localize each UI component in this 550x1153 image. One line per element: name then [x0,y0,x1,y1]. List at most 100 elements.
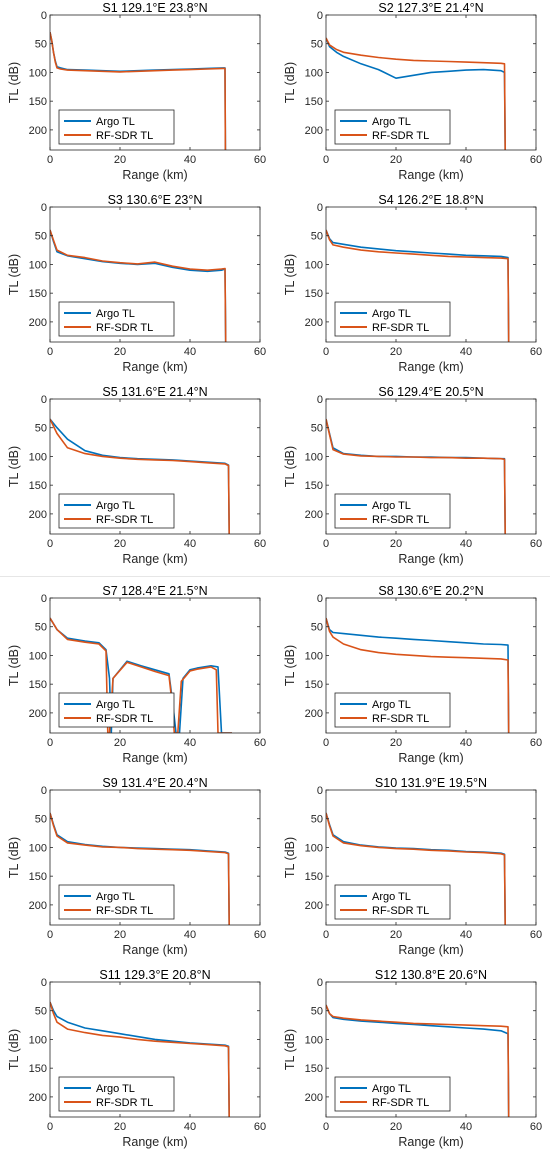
subplot-title: S1 129.1°E 23.8°N [102,1,207,15]
subplot-4: 0 20 40 60 0 50 100 150 200 S4 126.2°E 18.8°N Rang… [283,193,542,374]
x-tick-label: 20 [114,154,126,166]
subplot-1: 0 20 40 60 0 50 100 150 200 S1 129.1°E 23.8°N Rang… [7,1,266,182]
axes-frame [325,789,537,926]
legend-label: RF-SDR TL [96,130,153,142]
series-line-rf-sdr [326,37,506,150]
series-line-rf-sdr [50,1001,230,1117]
x-tick-label: 60 [254,154,266,166]
y-tick-label: 200 [305,900,323,912]
x-tick-label: 20 [390,737,402,749]
y-axis-label: TL (dB) [283,837,297,878]
x-tick-label: 40 [460,929,472,941]
x-axis-label: Range (km) [122,943,187,957]
y-tick-label: 200 [305,708,323,720]
series-line-rf-sdr [326,229,510,342]
x-tick-label: 40 [460,1121,472,1133]
x-axis-label: Range (km) [398,943,463,957]
x-tick-label: 40 [184,346,196,358]
y-tick-label: 50 [311,622,323,634]
x-tick-label: 40 [460,538,472,550]
legend-label: Argo TL [372,699,411,711]
x-tick-label: 20 [390,1121,402,1133]
axes-frame [325,398,537,535]
y-tick-label: 0 [317,202,323,214]
x-tick-label: 40 [184,1121,196,1133]
y-tick-label: 200 [29,708,47,720]
y-tick-label: 100 [305,650,323,662]
axes-frame [49,14,261,151]
legend-label: Argo TL [96,308,135,320]
series-line-argo [50,617,232,733]
y-axis-label: TL (dB) [7,62,21,103]
subplot-title: S5 131.6°E 21.4°N [102,385,207,399]
x-tick-label: 0 [323,929,329,941]
y-tick-label: 100 [29,842,47,854]
y-tick-label: 50 [35,39,47,51]
legend-box [58,884,175,920]
y-tick-label: 150 [29,1063,47,1075]
legend-label: Argo TL [96,1083,135,1095]
y-axis-label: TL (dB) [7,1029,21,1070]
series-line-argo [326,229,510,342]
x-axis-label: Range (km) [122,360,187,374]
subplot-11: 0 20 40 60 0 50 100 150 200 S11 129.3°E 20.8°N Ran… [7,968,266,1149]
x-tick-label: 0 [47,929,53,941]
legend-label: RF-SDR TL [372,514,429,526]
legend-label: RF-SDR TL [372,130,429,142]
y-tick-label: 150 [305,96,323,108]
y-tick-label: 100 [305,842,323,854]
legend: Argo TL RF-SDR TL [334,109,451,145]
x-tick-label: 60 [530,538,542,550]
legend-label: RF-SDR TL [372,713,429,725]
axes-frame [325,981,537,1118]
y-tick-label: 0 [317,394,323,406]
y-tick-label: 150 [305,1063,323,1075]
y-tick-label: 0 [41,593,47,605]
legend-label: Argo TL [96,699,135,711]
series-line-argo [326,617,510,733]
x-tick-label: 20 [114,346,126,358]
y-axis-label: TL (dB) [283,645,297,686]
axes-frame [325,597,537,734]
subplot-5: 0 20 40 60 0 50 100 150 200 S5 131.6°E 21.4°N Rang… [7,385,266,566]
y-tick-label: 100 [305,451,323,463]
legend: Argo TL RF-SDR TL [58,1076,175,1112]
x-tick-label: 0 [47,154,53,166]
x-tick-label: 0 [47,737,53,749]
y-tick-label: 100 [305,259,323,271]
legend-label: Argo TL [372,308,411,320]
y-tick-label: 200 [305,125,323,137]
y-axis-label: TL (dB) [283,1029,297,1070]
x-axis-label: Range (km) [398,552,463,566]
y-tick-label: 150 [29,480,47,492]
legend-box [58,301,175,337]
y-tick-label: 0 [41,10,47,22]
subplot-title: S11 129.3°E 20.8°N [99,968,210,982]
x-tick-label: 0 [323,346,329,358]
subplot-7: 0 20 40 60 0 50 100 150 200 S7 128.4°E 21.5°N Rang… [7,584,266,765]
axes-frame [49,398,261,535]
x-axis-label: Range (km) [398,1135,463,1149]
y-tick-label: 0 [317,977,323,989]
y-tick-label: 100 [29,67,47,79]
y-tick-label: 100 [29,259,47,271]
x-tick-label: 20 [114,1121,126,1133]
y-axis-label: TL (dB) [7,254,21,295]
series-line-rf-sdr [50,812,230,925]
legend-label: Argo TL [96,116,135,128]
legend-label: RF-SDR TL [372,905,429,917]
x-tick-label: 40 [184,737,196,749]
x-tick-label: 60 [530,737,542,749]
series-line-argo [326,37,506,150]
legend-label: RF-SDR TL [372,322,429,334]
axes-frame [49,597,261,734]
axes-frame [325,14,537,151]
x-axis-label: Range (km) [122,1135,187,1149]
y-tick-label: 50 [311,39,323,51]
y-tick-label: 200 [29,1092,47,1104]
y-tick-label: 0 [41,202,47,214]
series-line-rf-sdr [50,617,232,733]
x-tick-label: 60 [254,737,266,749]
y-tick-label: 150 [29,871,47,883]
legend-label: RF-SDR TL [96,713,153,725]
